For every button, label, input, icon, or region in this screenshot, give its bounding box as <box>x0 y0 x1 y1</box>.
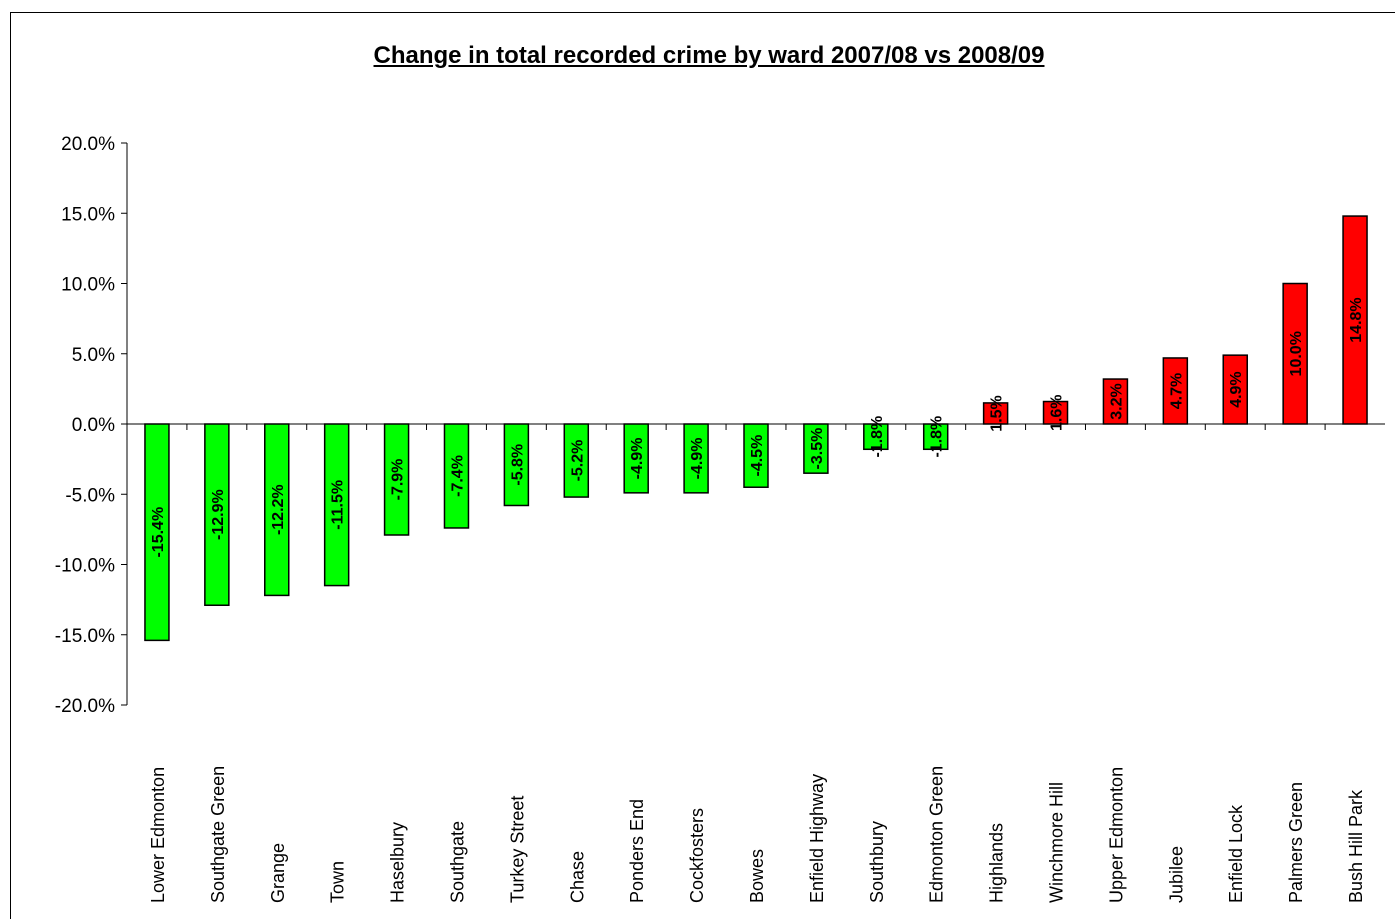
data-label: -1.8% <box>869 416 886 458</box>
chart-frame <box>10 12 1395 919</box>
bar <box>1102 378 1129 425</box>
bar <box>323 423 350 587</box>
data-label: 1.6% <box>1049 395 1066 431</box>
category-label: Jubilee <box>1166 846 1186 903</box>
bar <box>982 402 1009 425</box>
y-tick-label: -15.0% <box>55 626 115 647</box>
category-label: Grange <box>268 843 288 903</box>
y-tick-label: 5.0% <box>72 345 115 366</box>
category-label: Southbury <box>867 821 887 903</box>
data-label: -5.2% <box>569 440 586 482</box>
bar <box>803 423 829 474</box>
data-label: -3.5% <box>809 428 826 470</box>
data-label: -4.9% <box>689 438 706 480</box>
y-tick-label: 0.0% <box>72 415 115 436</box>
category-label: Haselbury <box>388 822 408 903</box>
data-label: -7.4% <box>449 455 466 497</box>
data-label: -12.2% <box>270 484 287 535</box>
data-label: -5.8% <box>509 444 526 486</box>
axes: 20.0% 15.0% 10.0% 5.0% 0.0% -5.0% -10.0% -15.0%… <box>55 134 1385 717</box>
bar <box>1162 357 1189 425</box>
bar <box>144 423 170 642</box>
category-label: Palmers Green <box>1286 782 1306 903</box>
category-label: Southgate Green <box>208 766 228 903</box>
bar <box>1282 282 1308 425</box>
bar <box>1222 354 1248 425</box>
y-tick-label: -20.0% <box>55 696 115 717</box>
y-tick-label: 20.0% <box>61 134 115 155</box>
category-label: Turkey Street <box>507 796 527 903</box>
category-label: Chase <box>567 851 587 903</box>
y-tick-label: 15.0% <box>61 204 115 225</box>
bar <box>863 423 889 451</box>
data-label: -1.8% <box>929 416 946 458</box>
bar <box>443 423 470 529</box>
bar <box>743 423 769 488</box>
data-label: 4.7% <box>1168 373 1185 409</box>
category-label: Town <box>328 861 348 903</box>
category-label: Edmonton Green <box>927 766 947 903</box>
category-label: Bush Hill Park <box>1346 789 1366 903</box>
chart-title: Change in total recorded crime by ward 2… <box>373 42 1045 69</box>
y-tick-label: -10.0% <box>55 556 115 577</box>
bar <box>264 423 290 597</box>
labels: -15.4% Lower Edmonton -12.9% Southgate Gree… <box>148 297 1366 903</box>
data-label: -4.5% <box>749 435 766 477</box>
bar <box>1042 400 1069 425</box>
bar <box>623 423 649 494</box>
category-label: Enfield Highway <box>807 774 827 903</box>
data-label: -7.9% <box>390 459 407 501</box>
bar <box>683 423 709 494</box>
y-tick-label: -5.0% <box>65 485 115 506</box>
bar <box>204 423 230 606</box>
data-label: 3.2% <box>1108 383 1125 419</box>
category-label: Highlands <box>987 823 1007 903</box>
bar <box>503 423 530 507</box>
bars <box>144 215 1368 642</box>
category-label: Lower Edmonton <box>148 767 168 903</box>
bar <box>1342 215 1368 425</box>
bar <box>563 423 590 498</box>
category-label: Enfield Lock <box>1226 804 1246 903</box>
category-label: Southgate <box>447 821 467 903</box>
category-label: Bowes <box>747 849 767 903</box>
bar <box>383 423 410 536</box>
bar <box>922 423 949 451</box>
category-label: Winchmore Hill <box>1047 782 1067 903</box>
category-label: Upper Edmonton <box>1106 767 1126 903</box>
category-label: Cockfosters <box>687 808 707 903</box>
data-label: -11.5% <box>330 480 347 530</box>
data-label: -15.4% <box>150 507 167 558</box>
data-label: 10.0% <box>1288 331 1305 376</box>
data-label: 4.9% <box>1228 371 1245 407</box>
y-tick-label: 10.0% <box>61 275 115 296</box>
data-label: -4.9% <box>629 438 646 480</box>
data-label: 1.5% <box>989 395 1006 431</box>
data-label: -12.9% <box>210 489 227 540</box>
data-label: 14.8% <box>1348 297 1365 342</box>
category-label: Ponders End <box>627 799 647 903</box>
